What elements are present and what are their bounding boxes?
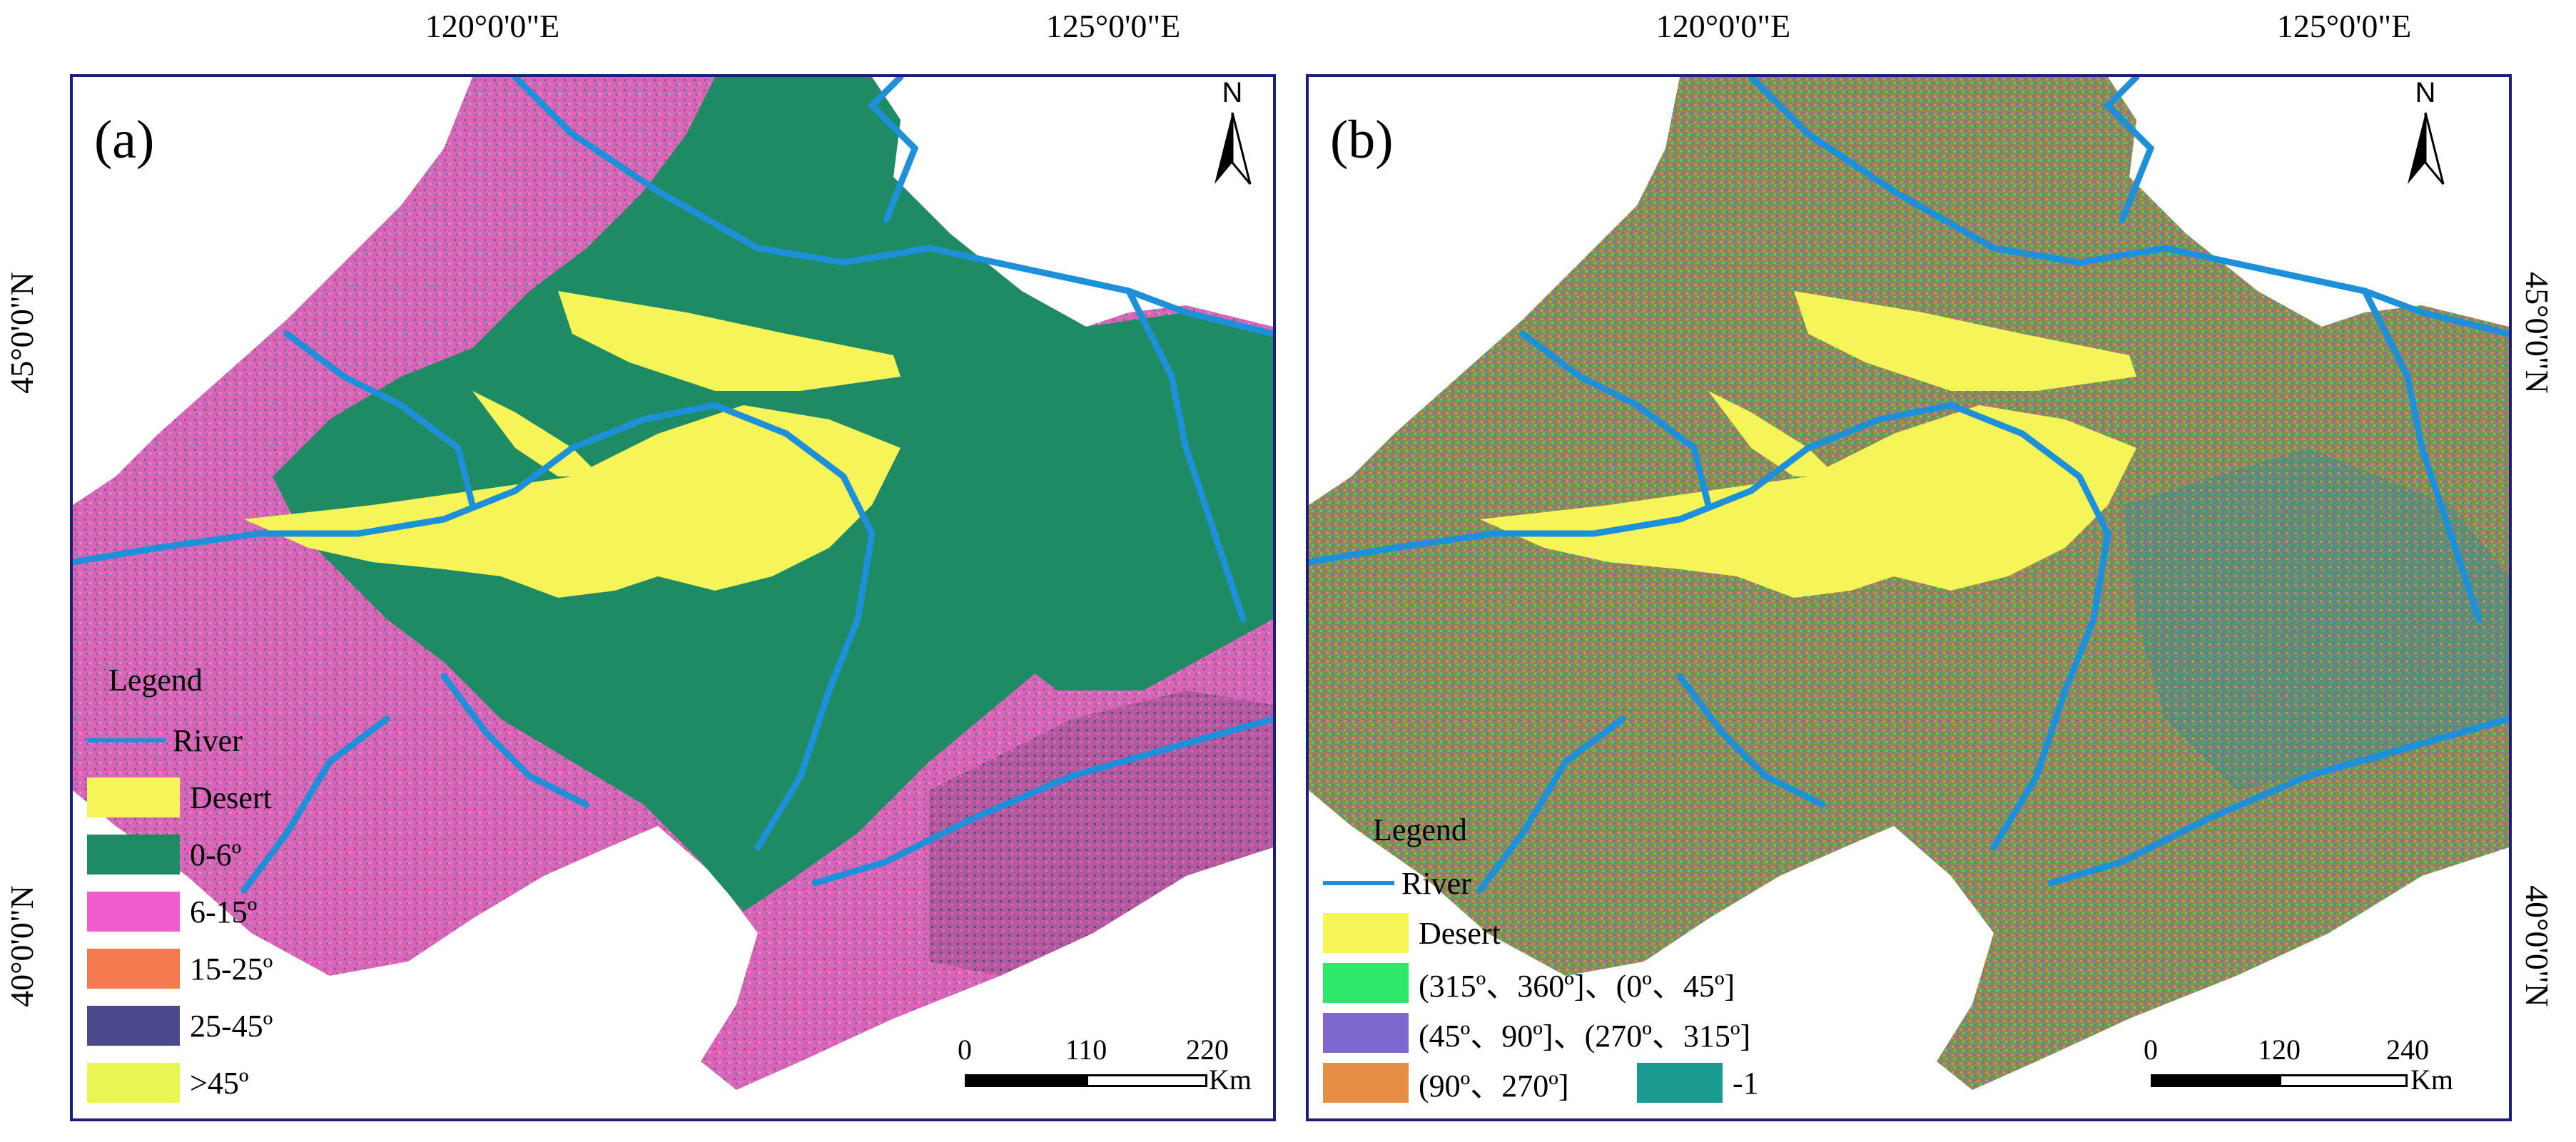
scale-unit: Km bbox=[1209, 1064, 1252, 1096]
legend-label: 15-25º bbox=[190, 951, 273, 986]
swatch-0-6 bbox=[87, 835, 180, 875]
scale-tick-0: 0 bbox=[958, 1034, 972, 1066]
map-panel-slope: (a) N Legend River Desert 0-6º 6-15º 15-… bbox=[70, 74, 1276, 1121]
legend-item-east-west: (45º、90º]、(270º、315º] bbox=[1323, 1011, 1750, 1054]
scale-tick-2: 240 bbox=[2386, 1034, 2429, 1066]
legend-river-label: River bbox=[173, 723, 243, 758]
swatch-south bbox=[1323, 1063, 1409, 1103]
legend-title-b: Legend bbox=[1373, 812, 1467, 847]
desert-area-3 bbox=[472, 391, 601, 476]
legend-river-a: River bbox=[87, 719, 243, 762]
river-network bbox=[1309, 77, 2509, 894]
legend-label: 6-15º bbox=[190, 894, 258, 929]
swatch-desert bbox=[1323, 913, 1409, 953]
legend-item-desert: Desert bbox=[87, 776, 272, 819]
north-arrow-icon bbox=[1215, 112, 1252, 185]
north-letter-a: N bbox=[1222, 77, 1243, 108]
map-panel-aspect: (b) N Legend River Desert (315º、360º]、(0… bbox=[1306, 74, 2512, 1121]
legend-label: Desert bbox=[1419, 915, 1501, 951]
land-area bbox=[1309, 77, 2509, 1090]
lat-label-45-left: 45°0'0"N bbox=[3, 272, 40, 394]
legend-item-north: (315º、360º]、(0º、45º] bbox=[1323, 962, 1735, 1004]
legend-label: (45º、90º]、(270º、315º] bbox=[1419, 1019, 1751, 1054]
scalebar-a: 0 110 220 Km bbox=[950, 1033, 1264, 1104]
lat-label-45-right: 45°0'0"N bbox=[2518, 272, 2555, 394]
legend-label: >45º bbox=[190, 1065, 249, 1101]
swatch-25-45 bbox=[87, 1006, 180, 1046]
legend-label: (90º、270º] bbox=[1419, 1069, 1569, 1103]
desert-area-2 bbox=[1794, 291, 2136, 391]
north-arrow-b: N bbox=[2393, 77, 2458, 191]
lon-label-120-a: 120°0'0"E bbox=[425, 8, 560, 44]
legend-item-25-45: 25-45º bbox=[87, 1004, 273, 1047]
scale-tick-0: 0 bbox=[2144, 1034, 2158, 1066]
swatch-15-25 bbox=[87, 949, 180, 989]
swatch-north bbox=[1323, 963, 1409, 1003]
lon-label-125-a: 125°0'0"E bbox=[1045, 8, 1181, 44]
lon-label-120-b: 120°0'0"E bbox=[1655, 8, 1791, 44]
legend-item-south: (90º、270º] bbox=[1323, 1061, 1569, 1104]
legend-item-flat: -1 bbox=[1637, 1061, 1759, 1104]
river-network bbox=[73, 77, 1273, 894]
scale-tick-1: 120 bbox=[2258, 1034, 2301, 1066]
desert-area-3 bbox=[1708, 391, 1837, 476]
lat-label-40-right: 40°0'0"N bbox=[2518, 885, 2555, 1007]
north-arrow-a: N bbox=[1200, 77, 1264, 191]
swatch-45-plus bbox=[87, 1063, 180, 1103]
north-arrow-icon bbox=[2408, 112, 2445, 185]
lon-label-125-b: 125°0'0"E bbox=[2276, 8, 2412, 44]
legend-item-0-6: 0-6º bbox=[87, 833, 241, 876]
slope-map bbox=[73, 77, 1273, 1090]
legend-item-15-25: 15-25º bbox=[87, 947, 273, 990]
legend-item-45-plus: >45º bbox=[87, 1061, 248, 1104]
aspect-map bbox=[1309, 77, 2509, 1090]
legend-a: Legend River Desert 0-6º 6-15º 15-25º 25… bbox=[80, 662, 437, 1118]
flat-area bbox=[2122, 448, 2509, 790]
river-line-swatch bbox=[1323, 881, 1394, 885]
scale-bar bbox=[965, 1074, 1207, 1087]
legend-label: -1 bbox=[1733, 1065, 1759, 1101]
rugged-area bbox=[929, 690, 1273, 976]
swatch-6-15 bbox=[87, 892, 180, 932]
desert-area-2 bbox=[558, 291, 901, 391]
scale-tick-1: 110 bbox=[1065, 1034, 1107, 1066]
legend-label: Desert bbox=[190, 780, 272, 815]
desert-area bbox=[244, 405, 901, 598]
legend-item-desert: Desert bbox=[1323, 912, 1501, 954]
scalebar-b: 0 120 240 Km bbox=[2136, 1033, 2479, 1104]
legend-river-b: River bbox=[1323, 862, 1471, 904]
legend-label: 25-45º bbox=[190, 1008, 273, 1044]
swatch-east-west bbox=[1323, 1013, 1409, 1053]
legend-label: 0-6º bbox=[190, 837, 242, 872]
legend-label: (315º、360º]、(0º、45º] bbox=[1419, 969, 1735, 1004]
north-letter-b: N bbox=[2415, 77, 2436, 108]
legend-b: Legend River Desert (315º、360º]、(0º、45º]… bbox=[1316, 812, 1958, 1118]
swatch-flat bbox=[1637, 1063, 1723, 1103]
lat-label-40-left: 40°0'0"N bbox=[3, 885, 40, 1007]
scale-tick-2: 220 bbox=[1186, 1034, 1229, 1066]
scale-bar bbox=[2151, 1074, 2408, 1087]
desert-area bbox=[1480, 405, 2136, 598]
legend-title-a: Legend bbox=[108, 663, 203, 698]
panel-label-a: (a) bbox=[94, 110, 155, 170]
legend-river-label: River bbox=[1401, 865, 1471, 901]
flat-area-2 bbox=[1000, 476, 1273, 690]
legend-item-6-15: 6-15º bbox=[87, 890, 257, 933]
swatch-desert bbox=[87, 778, 180, 817]
panel-label-b: (b) bbox=[1330, 110, 1394, 170]
scale-unit: Km bbox=[2410, 1064, 2453, 1096]
river-line-swatch bbox=[87, 738, 166, 743]
